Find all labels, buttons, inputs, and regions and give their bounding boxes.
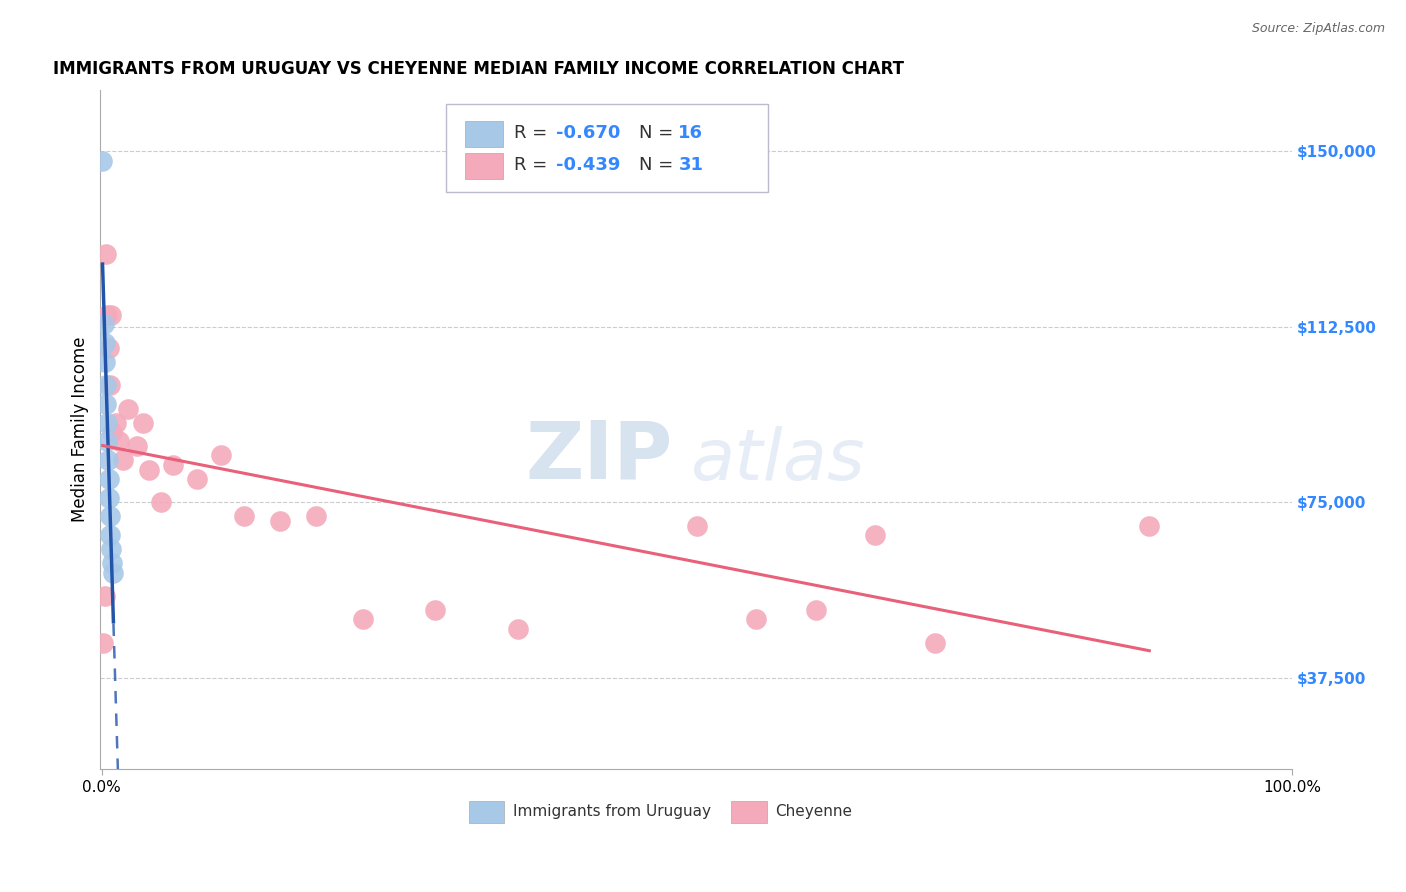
Text: R =: R = — [515, 156, 553, 174]
Point — [103, 566, 125, 580]
Point — [305, 509, 328, 524]
Point — [111, 453, 134, 467]
Text: 31: 31 — [679, 156, 703, 174]
Point — [98, 378, 121, 392]
Text: Cheyenne: Cheyenne — [775, 805, 852, 820]
Point — [150, 495, 173, 509]
Point — [97, 453, 120, 467]
Point — [91, 153, 114, 168]
Text: Immigrants from Uruguay: Immigrants from Uruguay — [513, 805, 710, 820]
Point — [93, 318, 115, 332]
Text: N =: N = — [640, 124, 679, 142]
Text: N =: N = — [640, 156, 679, 174]
Point — [96, 434, 118, 449]
Point — [233, 509, 256, 524]
Point — [162, 458, 184, 472]
Point — [94, 589, 117, 603]
Point — [209, 449, 232, 463]
Point — [423, 603, 446, 617]
FancyBboxPatch shape — [446, 103, 768, 192]
Point — [127, 439, 149, 453]
FancyBboxPatch shape — [731, 801, 766, 822]
Point — [97, 341, 120, 355]
Point — [91, 636, 114, 650]
Text: 16: 16 — [679, 124, 703, 142]
Point — [353, 612, 375, 626]
Point — [508, 622, 530, 636]
Text: Source: ZipAtlas.com: Source: ZipAtlas.com — [1251, 22, 1385, 36]
Point — [96, 416, 118, 430]
Point — [186, 472, 208, 486]
Point — [98, 509, 121, 524]
Text: -0.670: -0.670 — [555, 124, 620, 142]
Point — [804, 603, 827, 617]
Text: R =: R = — [515, 124, 553, 142]
Y-axis label: Median Family Income: Median Family Income — [72, 337, 89, 523]
Point — [100, 542, 122, 557]
Point — [101, 556, 124, 570]
FancyBboxPatch shape — [468, 801, 505, 822]
FancyBboxPatch shape — [465, 120, 503, 146]
Text: atlas: atlas — [690, 425, 865, 495]
Point — [100, 528, 122, 542]
Point — [94, 355, 117, 369]
Point — [94, 378, 117, 392]
Point — [269, 514, 291, 528]
FancyBboxPatch shape — [465, 153, 503, 178]
Point — [108, 434, 131, 449]
Point — [104, 416, 127, 430]
Point — [96, 397, 118, 411]
Point — [138, 462, 160, 476]
Point — [745, 612, 768, 626]
Point — [117, 401, 139, 416]
Point — [96, 308, 118, 322]
Point — [100, 308, 122, 322]
Text: ZIP: ZIP — [526, 417, 672, 496]
Text: IMMIGRANTS FROM URUGUAY VS CHEYENNE MEDIAN FAMILY INCOME CORRELATION CHART: IMMIGRANTS FROM URUGUAY VS CHEYENNE MEDI… — [52, 60, 904, 78]
Point — [101, 425, 124, 439]
Point — [132, 416, 155, 430]
Point — [93, 336, 115, 351]
Point — [686, 518, 709, 533]
Text: -0.439: -0.439 — [555, 156, 620, 174]
Point — [96, 247, 118, 261]
Point — [98, 491, 121, 505]
Point — [97, 472, 120, 486]
Point — [924, 636, 946, 650]
Point — [1137, 518, 1160, 533]
Point — [865, 528, 887, 542]
